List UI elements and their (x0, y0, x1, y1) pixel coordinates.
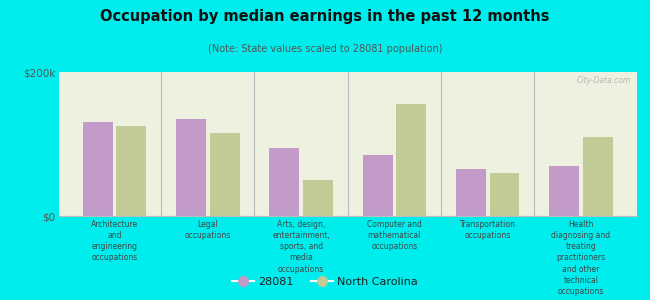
Bar (116, 126, 146, 216)
Bar (269, 148, 299, 216)
Bar (303, 180, 333, 216)
Text: City-Data.com: City-Data.com (577, 76, 631, 85)
Bar (396, 104, 426, 216)
Text: Occupation by median earnings in the past 12 months: Occupation by median earnings in the pas… (100, 9, 550, 24)
Bar (176, 119, 206, 216)
Bar (583, 137, 613, 216)
Bar (489, 173, 519, 216)
Text: (Note: State values scaled to 28081 population): (Note: State values scaled to 28081 popu… (208, 44, 442, 53)
Legend: 28081, North Carolina: 28081, North Carolina (227, 273, 422, 291)
Bar (363, 155, 393, 216)
Bar (456, 169, 486, 216)
Bar (549, 166, 579, 216)
Bar (83, 122, 112, 216)
Bar (210, 133, 239, 216)
